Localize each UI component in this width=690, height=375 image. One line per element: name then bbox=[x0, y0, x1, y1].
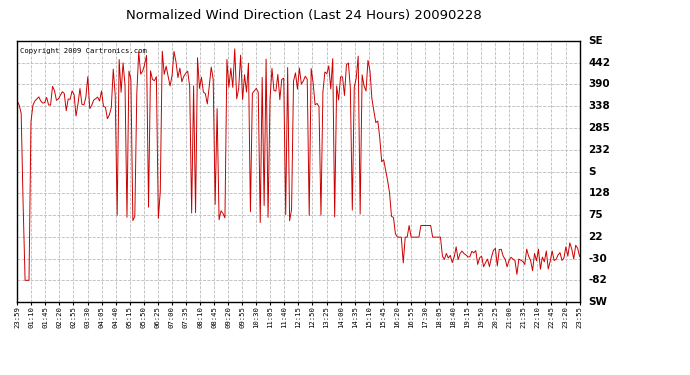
Text: 390: 390 bbox=[589, 80, 610, 89]
Text: 128: 128 bbox=[589, 188, 611, 198]
Text: -82: -82 bbox=[589, 275, 607, 285]
Text: SW: SW bbox=[589, 297, 608, 307]
Text: S: S bbox=[589, 166, 596, 177]
Text: 285: 285 bbox=[589, 123, 611, 133]
Text: Copyright 2009 Cartronics.com: Copyright 2009 Cartronics.com bbox=[20, 48, 147, 54]
Text: Normalized Wind Direction (Last 24 Hours) 20090228: Normalized Wind Direction (Last 24 Hours… bbox=[126, 9, 482, 22]
Text: 232: 232 bbox=[589, 145, 611, 155]
Text: SE: SE bbox=[589, 36, 603, 46]
Text: 442: 442 bbox=[589, 58, 611, 68]
Text: 338: 338 bbox=[589, 101, 611, 111]
Text: -30: -30 bbox=[589, 254, 607, 264]
Text: 75: 75 bbox=[589, 210, 603, 220]
Text: 22: 22 bbox=[589, 232, 603, 242]
